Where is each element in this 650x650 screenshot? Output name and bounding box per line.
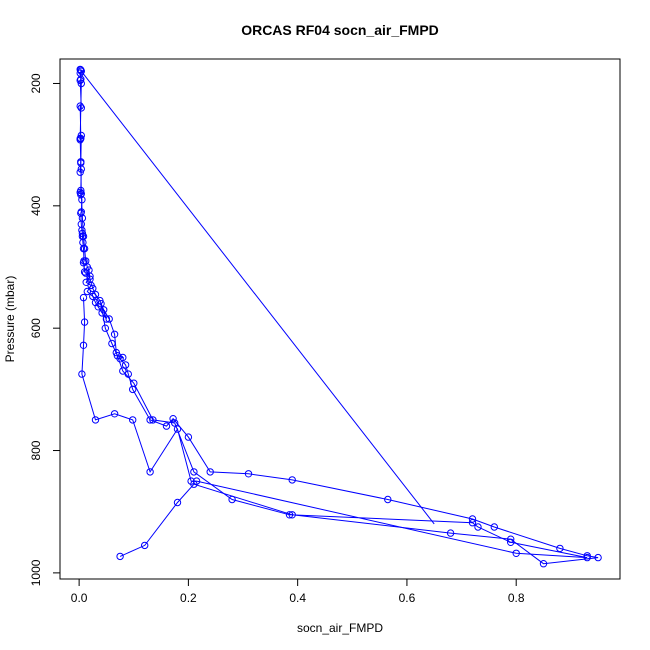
y-axis: 200 400 600 800 1000 — [29, 73, 60, 586]
data-point — [76, 65, 84, 74]
data-point — [162, 422, 171, 430]
data-point — [474, 523, 482, 531]
data-point — [512, 549, 520, 557]
x-tick-label: 0.0 — [71, 591, 88, 605]
series-line-3 — [80, 70, 435, 525]
data-point — [173, 498, 182, 507]
data-point — [129, 416, 137, 424]
data-point — [78, 214, 87, 222]
data-point — [76, 168, 84, 176]
data-point — [539, 560, 548, 568]
data-point — [184, 433, 193, 441]
y-tick-label: 1000 — [29, 559, 43, 586]
data-point — [79, 259, 88, 267]
data-point — [89, 284, 97, 293]
data-point — [384, 495, 392, 504]
data-point — [76, 76, 84, 85]
data-point — [594, 553, 602, 562]
y-axis-label: Pressure (mbar) — [3, 276, 17, 363]
data-point — [190, 468, 198, 476]
data-point — [77, 79, 86, 88]
y-tick-label: 200 — [29, 73, 43, 93]
data-point — [149, 416, 157, 424]
data-point — [171, 419, 179, 427]
data-point — [97, 300, 105, 308]
data-point — [187, 477, 195, 485]
data-point — [228, 495, 236, 504]
series-layer — [76, 65, 602, 568]
data-point — [85, 266, 93, 274]
data-point — [288, 476, 296, 484]
data-point — [100, 306, 108, 314]
data-point — [83, 287, 92, 296]
data-point — [110, 410, 119, 418]
chart-title: ORCAS RF04 socn_air_FMPD — [241, 22, 439, 38]
x-axis-label: socn_air_FMPD — [297, 621, 383, 635]
data-point — [112, 348, 121, 357]
data-point — [116, 552, 124, 561]
data-point — [76, 134, 84, 143]
data-point — [446, 529, 455, 537]
data-point — [91, 416, 100, 424]
data-point — [468, 519, 477, 527]
x-tick-label: 0.4 — [289, 591, 306, 605]
data-point — [77, 66, 85, 74]
data-point — [80, 318, 89, 326]
data-point — [146, 468, 154, 476]
x-tick-label: 0.6 — [399, 591, 416, 605]
data-point — [173, 425, 182, 433]
data-point — [77, 209, 85, 217]
data-point — [76, 102, 84, 110]
data-point — [77, 159, 85, 167]
data-point — [119, 367, 127, 375]
data-point — [121, 361, 130, 369]
data-point — [77, 189, 86, 198]
x-axis: 0.0 0.2 0.4 0.6 0.8 — [71, 578, 525, 605]
data-point — [101, 324, 110, 332]
data-point — [141, 541, 149, 550]
data-point — [80, 244, 89, 253]
data-point — [96, 296, 104, 305]
data-point — [86, 275, 94, 283]
y-tick-label: 400 — [29, 195, 43, 215]
x-tick-label: 0.8 — [508, 591, 525, 605]
data-point — [91, 290, 100, 299]
y-tick-label: 600 — [29, 318, 43, 338]
data-point — [244, 470, 253, 478]
data-point — [583, 553, 591, 562]
data-point — [285, 511, 294, 519]
data-point — [507, 538, 515, 546]
data-point — [206, 468, 214, 476]
data-point — [110, 330, 119, 338]
data-point — [192, 477, 201, 485]
data-point — [79, 341, 88, 349]
data-point — [556, 544, 564, 553]
data-point — [78, 370, 86, 378]
series-line-2 — [79, 69, 588, 559]
data-point — [490, 523, 498, 531]
data-point — [79, 232, 88, 241]
data-point — [79, 293, 88, 302]
x-tick-label: 0.2 — [180, 591, 197, 605]
data-point — [105, 315, 113, 323]
data-point — [169, 415, 177, 423]
data-point — [130, 379, 138, 387]
y-tick-label: 800 — [29, 440, 43, 460]
